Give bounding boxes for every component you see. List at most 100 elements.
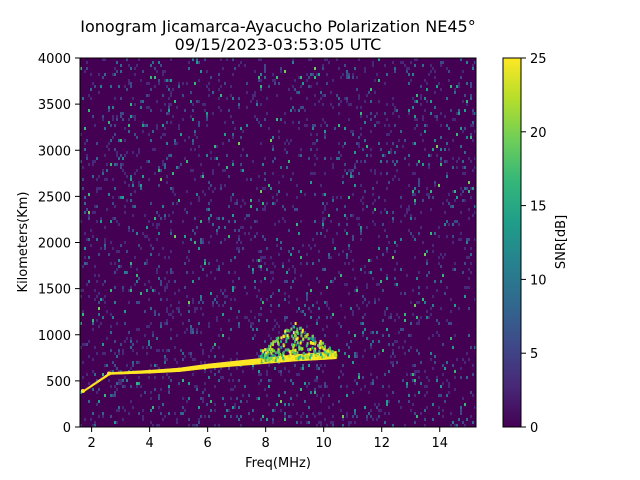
heatmap-cell — [370, 154, 372, 157]
heatmap-cell — [426, 262, 428, 265]
heatmap-cell — [460, 238, 462, 241]
heatmap-cell — [114, 217, 116, 220]
heatmap-cell — [256, 103, 258, 106]
heatmap-cell — [470, 415, 472, 418]
heatmap-cell — [450, 412, 452, 415]
heatmap-cell — [106, 145, 108, 148]
heatmap-cell — [160, 388, 162, 391]
heatmap-cell — [190, 325, 192, 328]
heatmap-cell — [428, 337, 430, 340]
spread-cell — [274, 359, 277, 363]
heatmap-cell — [246, 124, 248, 127]
heatmap-cell — [274, 82, 276, 85]
heatmap-cell — [184, 109, 186, 112]
heatmap-cell — [398, 331, 400, 334]
spread-cell — [303, 353, 306, 357]
heatmap-cell — [82, 343, 84, 346]
heatmap-cell — [260, 103, 262, 106]
heatmap-cell — [328, 61, 330, 64]
heatmap-cell — [128, 226, 130, 229]
spread-cell — [312, 338, 315, 342]
heatmap-cell — [458, 223, 460, 226]
heatmap-cell — [426, 100, 428, 103]
spread-cell — [312, 355, 315, 359]
spread-cell — [295, 343, 298, 347]
heatmap-cell — [358, 145, 360, 148]
heatmap-cell — [230, 85, 232, 88]
heatmap-cell — [166, 175, 168, 178]
spread-cell — [292, 331, 295, 335]
heatmap-cell — [348, 292, 350, 295]
trace-segment — [86, 387, 89, 390]
spread-cell — [331, 350, 334, 354]
heatmap-cell — [340, 370, 342, 373]
heatmap-cell — [304, 193, 306, 196]
heatmap-cell — [352, 235, 354, 238]
heatmap-cell — [364, 139, 366, 142]
heatmap-cell — [388, 370, 390, 373]
heatmap-cell — [124, 385, 126, 388]
heatmap-cell — [202, 238, 204, 241]
heatmap-cell — [274, 265, 276, 268]
heatmap-cell — [124, 172, 126, 175]
heatmap-cell — [260, 280, 262, 283]
spread-cell — [300, 334, 303, 338]
heatmap-cell — [238, 325, 240, 328]
trace-segment — [84, 389, 87, 392]
heatmap-cell — [334, 247, 336, 250]
heatmap-cell — [324, 193, 326, 196]
heatmap-cell — [224, 301, 226, 304]
heatmap-cell — [412, 97, 414, 100]
heatmap-cell — [292, 382, 294, 385]
heatmap-cell — [206, 274, 208, 277]
trace-segment — [188, 366, 191, 371]
heatmap-cell — [156, 364, 158, 367]
heatmap-cell — [130, 262, 132, 265]
heatmap-cell — [262, 163, 264, 166]
heatmap-cell — [128, 118, 130, 121]
trace-segment — [153, 369, 156, 374]
heatmap-cell — [256, 187, 258, 190]
trace-segment — [201, 364, 204, 370]
heatmap-cell — [342, 364, 344, 367]
heatmap-cell — [176, 202, 178, 205]
heatmap-cell — [422, 139, 424, 142]
heatmap-cell — [266, 370, 268, 373]
heatmap-cell — [312, 73, 314, 76]
heatmap-cell — [372, 193, 374, 196]
heatmap-cell — [272, 160, 274, 163]
heatmap-cell — [346, 256, 348, 259]
heatmap-cell — [206, 124, 208, 127]
heatmap-cell — [238, 406, 240, 409]
heatmap-cell — [450, 109, 452, 112]
heatmap-cell — [82, 265, 84, 268]
heatmap-cell — [284, 403, 286, 406]
heatmap-cell — [462, 358, 464, 361]
heatmap-cell — [210, 349, 212, 352]
heatmap-cell — [346, 76, 348, 79]
heatmap-cell — [432, 196, 434, 199]
heatmap-cell — [370, 409, 372, 412]
heatmap-cell — [210, 199, 212, 202]
heatmap-cell — [80, 160, 82, 163]
heatmap-cell — [268, 379, 270, 382]
heatmap-cell — [456, 166, 458, 169]
heatmap-cell — [374, 208, 376, 211]
heatmap-cell — [250, 199, 252, 202]
heatmap-cell — [432, 304, 434, 307]
heatmap-cell — [158, 394, 160, 397]
heatmap-cell — [386, 328, 388, 331]
heatmap-cell — [200, 241, 202, 244]
heatmap-cell — [114, 97, 116, 100]
heatmap-cell — [378, 121, 380, 124]
heatmap-cell — [310, 337, 312, 340]
heatmap-cell — [452, 421, 454, 424]
heatmap-cell — [234, 229, 236, 232]
heatmap-cell — [410, 217, 412, 220]
heatmap-cell — [336, 208, 338, 211]
heatmap-cell — [222, 355, 224, 358]
heatmap-cell — [114, 148, 116, 151]
heatmap-cell — [438, 235, 440, 238]
heatmap-cell — [160, 298, 162, 301]
heatmap-cell — [398, 316, 400, 319]
